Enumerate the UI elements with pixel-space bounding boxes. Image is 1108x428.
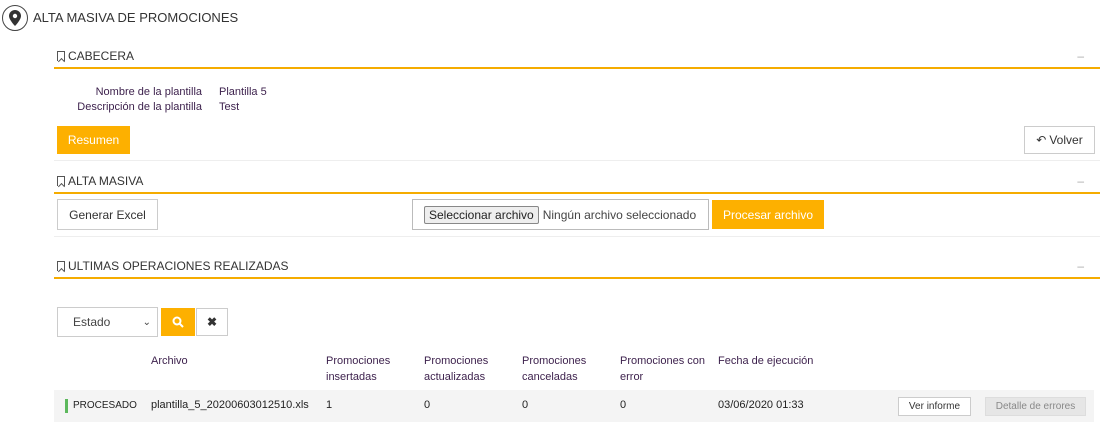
section-title: ALTA MASIVA: [68, 174, 144, 188]
column-header: Fecha de ejecución: [718, 355, 814, 367]
section-ultimas-header[interactable]: ULTIMAS OPERACIONES REALIZADAS –: [54, 259, 1100, 279]
cell-insertadas: 1: [326, 399, 333, 411]
field-value: Plantilla 5: [219, 86, 267, 98]
cell-fecha: 03/06/2020 01:33: [718, 399, 804, 411]
cell-actualizadas: 0: [424, 399, 431, 411]
search-icon: [172, 316, 184, 328]
collapse-icon[interactable]: –: [1077, 259, 1084, 273]
map-pin-icon: [2, 5, 28, 31]
search-button[interactable]: [161, 308, 195, 336]
bookmark-icon: [57, 51, 65, 61]
generar-excel-button[interactable]: Generar Excel: [57, 199, 158, 230]
reply-icon: ↶: [1036, 133, 1047, 147]
divider: [54, 236, 1100, 237]
volver-button[interactable]: ↶ Volver: [1024, 126, 1095, 154]
file-status: Ningún archivo seleccionado: [542, 207, 697, 222]
column-header: Promociones canceladas: [522, 355, 587, 383]
field-label: Descripción de la plantilla: [77, 101, 202, 113]
cell-canceladas: 0: [522, 399, 529, 411]
select-file-button[interactable]: Seleccionar archivo: [424, 205, 539, 224]
bookmark-icon: [57, 261, 65, 271]
field-value: Test: [219, 101, 240, 113]
section-title: CABECERA: [68, 49, 135, 63]
chevron-down-icon: ⌄: [142, 316, 151, 328]
cell-archivo: plantilla_5_20200603012510.xls: [151, 399, 309, 411]
section-cabecera-header[interactable]: CABECERA –: [54, 49, 1100, 69]
resumen-button[interactable]: Resumen: [57, 126, 130, 154]
close-icon: ✖: [206, 315, 218, 329]
clear-filter-button[interactable]: ✖: [196, 308, 228, 336]
collapse-icon[interactable]: –: [1077, 49, 1084, 63]
detalle-errores-button[interactable]: Detalle de errores: [985, 397, 1086, 416]
column-header: Promociones actualizadas: [424, 355, 489, 383]
procesar-archivo-button[interactable]: Procesar archivo: [712, 200, 824, 229]
collapse-icon[interactable]: –: [1077, 174, 1084, 188]
column-header: Archivo: [151, 355, 188, 367]
status-indicator: [65, 399, 68, 413]
column-header: Promociones insertadas: [326, 355, 391, 383]
page-title: ALTA MASIVA DE PROMOCIONES: [33, 10, 239, 25]
estado-select[interactable]: Estado ⌄: [57, 307, 158, 337]
volver-label: Volver: [1049, 133, 1083, 147]
bookmark-icon: [57, 176, 65, 186]
status-badge: PROCESADO: [73, 400, 137, 411]
section-alta-header[interactable]: ALTA MASIVA –: [54, 174, 1100, 194]
divider: [54, 160, 1100, 161]
ver-informe-button[interactable]: Ver informe: [898, 397, 971, 416]
estado-select-value: Estado: [73, 315, 111, 329]
cell-error: 0: [620, 399, 627, 411]
field-label: Nombre de la plantilla: [95, 86, 202, 98]
section-title: ULTIMAS OPERACIONES REALIZADAS: [68, 259, 289, 273]
file-input[interactable]: Seleccionar archivo Ningún archivo selec…: [412, 199, 709, 230]
column-header: Promociones con error: [620, 355, 705, 383]
